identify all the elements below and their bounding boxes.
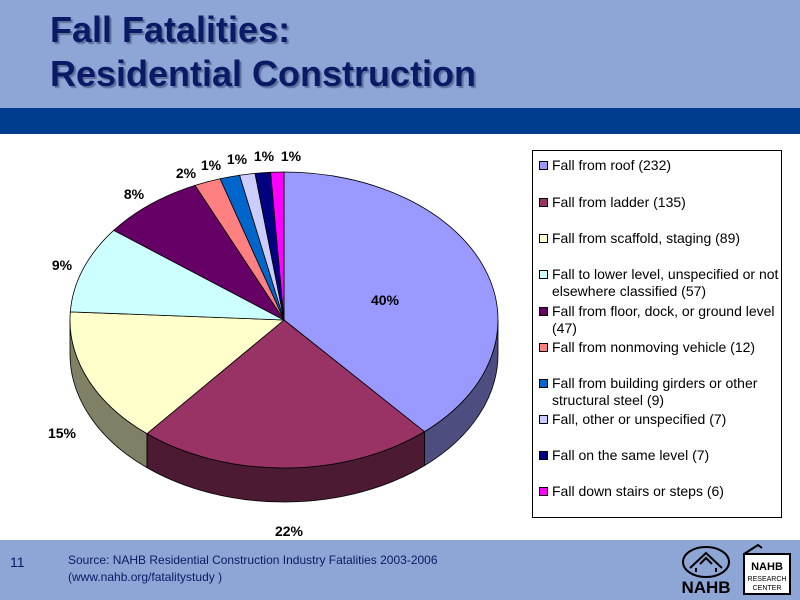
slice-percent-label-3: 9% xyxy=(52,257,73,273)
pie-slice-0 xyxy=(283,171,499,433)
legend-swatch-8 xyxy=(539,451,548,460)
pie-slice-2 xyxy=(69,311,286,435)
legend-item-3: Fall to lower level, unspecified or not … xyxy=(539,266,779,300)
legend-swatch-9 xyxy=(539,487,548,496)
page-number: 11 xyxy=(10,554,25,570)
title-line-2: Residential Construction xyxy=(50,53,477,94)
legend-label-7: Fall, other or unspecified (7) xyxy=(552,411,727,427)
legend-swatch-5 xyxy=(539,343,548,352)
legend-label-0: Fall from roof (232) xyxy=(552,157,672,173)
legend-swatch-6 xyxy=(539,379,548,388)
legend-item-4: Fall from floor, dock, or ground level (… xyxy=(539,303,779,337)
slice-percent-label-6: 1% xyxy=(201,157,222,173)
legend-swatch-4 xyxy=(539,307,548,316)
slice-percent-label-2: 15% xyxy=(48,425,77,441)
research-logo-line-2: RESEARCH xyxy=(748,576,787,583)
legend-label-3: Fall to lower level, unspecified or not … xyxy=(552,266,779,299)
slice-percent-label-8: 1% xyxy=(254,148,275,164)
pie-chart: 40%22%15%9%8%2% 1% 1% 1% 1% xyxy=(48,148,499,539)
pie-top xyxy=(69,171,499,469)
slice-percent-label-1: 22% xyxy=(275,523,304,539)
legend-swatch-0 xyxy=(539,161,548,170)
header-divider-band xyxy=(0,108,800,134)
slice-percent-label-5: 2% xyxy=(176,165,197,181)
source-citation: Source: NAHB Residential Construction In… xyxy=(68,552,438,586)
nahb-house-emblem-icon xyxy=(682,546,730,578)
chart-legend: Fall from roof (232) Fall from ladder (13… xyxy=(532,150,782,518)
slide-footer: 11 Source: NAHB Residential Construction… xyxy=(0,540,800,600)
legend-item-0: Fall from roof (232) xyxy=(539,157,779,174)
legend-swatch-7 xyxy=(539,415,548,424)
legend-swatch-2 xyxy=(539,234,548,243)
legend-item-5: Fall from nonmoving vehicle (12) xyxy=(539,339,779,356)
slice-percent-label-9: 1% xyxy=(281,148,302,164)
pie-slice-1 xyxy=(146,319,426,469)
legend-label-4: Fall from floor, dock, or ground level (… xyxy=(552,303,775,336)
pie-slice-4 xyxy=(113,184,285,321)
slice-percent-label-0: 40% xyxy=(371,292,400,308)
legend-item-8: Fall on the same level (7) xyxy=(539,447,779,464)
legend-item-6: Fall from building girders or other stru… xyxy=(539,375,779,409)
pie-labels: 40%22%15%9%8%2% 1% 1% 1% 1% xyxy=(48,148,400,539)
slice-percent-label-7: 1% xyxy=(227,151,248,167)
legend-swatch-1 xyxy=(539,198,548,207)
research-center-logo-box xyxy=(743,553,791,595)
pie-slice-9 xyxy=(270,171,285,321)
source-line-2: (www.nahb.org/fatalitystudy ) xyxy=(68,570,223,584)
research-center-roof-icon xyxy=(743,544,763,555)
slice-percent-label-4: 8% xyxy=(124,186,145,202)
legend-label-2: Fall from scaffold, staging (89) xyxy=(552,230,741,246)
legend-label-6: Fall from building girders or other stru… xyxy=(552,375,758,408)
legend-label-5: Fall from nonmoving vehicle (12) xyxy=(552,339,756,355)
legend-item-1: Fall from ladder (135) xyxy=(539,194,779,211)
legend-label-9: Fall down stairs or steps (6) xyxy=(552,483,724,499)
slide-title: Fall Fatalities: Residential Constructio… xyxy=(50,8,476,96)
legend-label-8: Fall on the same level (7) xyxy=(552,447,710,463)
legend-swatch-3 xyxy=(539,270,548,279)
legend-item-2: Fall from scaffold, staging (89) xyxy=(539,230,779,247)
source-line-1: Source: NAHB Residential Construction In… xyxy=(68,553,438,567)
legend-item-7: Fall, other or unspecified (7) xyxy=(539,411,779,428)
title-header: Fall Fatalities: Residential Constructio… xyxy=(0,0,800,108)
legend-label-1: Fall from ladder (135) xyxy=(552,194,686,210)
title-line-1: Fall Fatalities: xyxy=(50,9,291,50)
pie-slice-3 xyxy=(69,229,285,321)
nahb-logo: NAHB NAHB RESEARCH CENTER xyxy=(681,544,791,597)
research-logo-line-1: NAHB xyxy=(751,561,783,573)
legend-item-9: Fall down stairs or steps (6) xyxy=(539,483,779,500)
nahb-logo-text: NAHB xyxy=(681,578,730,597)
research-logo-line-3: CENTER xyxy=(753,585,782,592)
